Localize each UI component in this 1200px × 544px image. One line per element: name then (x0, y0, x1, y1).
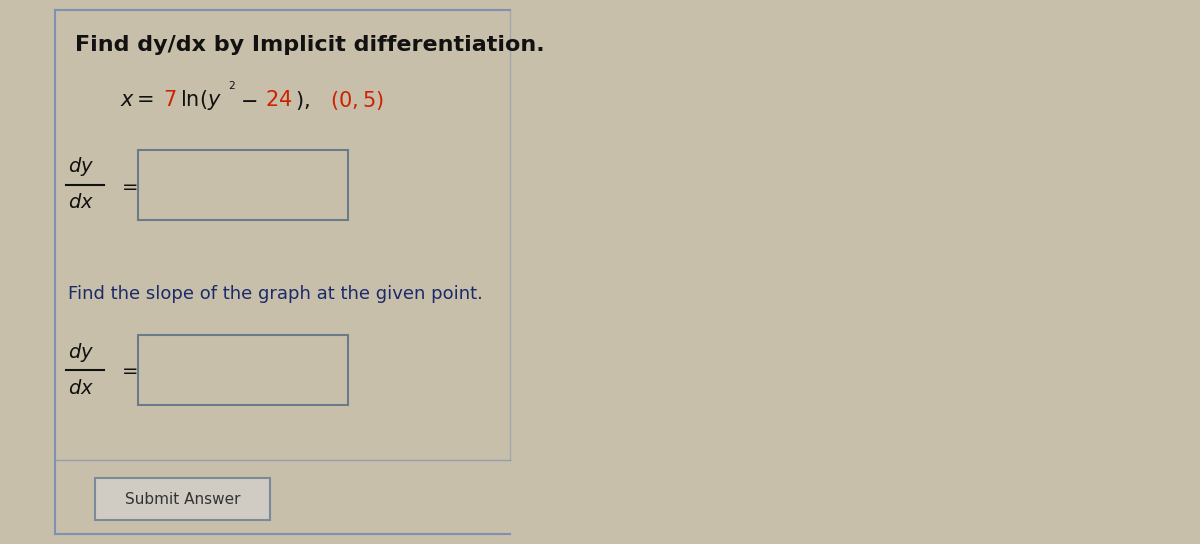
Text: $^2$: $^2$ (228, 83, 236, 97)
Text: $(0, 5)$: $(0, 5)$ (330, 89, 384, 112)
Text: $dy$: $dy$ (68, 156, 94, 178)
Text: $24$: $24$ (265, 90, 293, 110)
Text: $dy$: $dy$ (68, 341, 94, 363)
Text: Find dy/dx by Implicit differentiation.: Find dy/dx by Implicit differentiation. (74, 35, 545, 55)
Text: Submit Answer: Submit Answer (125, 491, 240, 506)
Text: Find the slope of the graph at the given point.: Find the slope of the graph at the given… (68, 285, 482, 303)
Text: $dx$: $dx$ (68, 194, 94, 213)
Text: $dx$: $dx$ (68, 379, 94, 398)
FancyBboxPatch shape (138, 150, 348, 220)
Text: $\ln(y$: $\ln(y$ (180, 88, 222, 112)
Text: $x=$: $x=$ (120, 90, 155, 110)
Text: $=$: $=$ (118, 361, 138, 380)
Text: $-$: $-$ (240, 90, 257, 110)
Text: $7$: $7$ (163, 90, 176, 110)
Text: $),$: $),$ (295, 89, 310, 112)
FancyBboxPatch shape (95, 478, 270, 520)
FancyBboxPatch shape (138, 335, 348, 405)
Text: $=$: $=$ (118, 176, 138, 195)
